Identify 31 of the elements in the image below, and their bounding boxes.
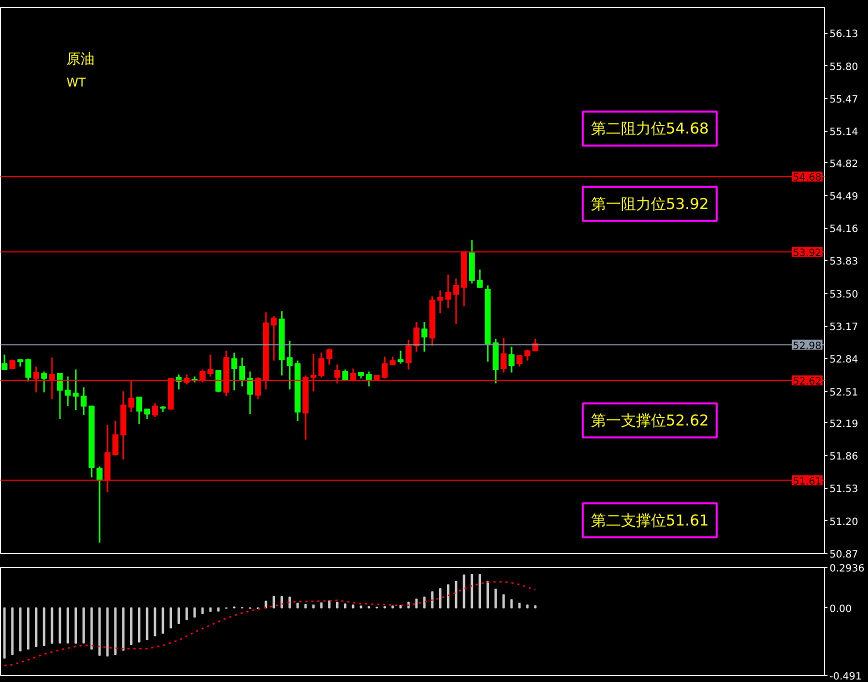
y-tick-label: 53.50	[830, 289, 858, 300]
y-tick-label: 54.16	[830, 224, 858, 236]
y-tick-label: 52.51	[830, 387, 858, 398]
y-tick-label: 55.14	[830, 127, 858, 138]
y-tick-label: 52.19	[830, 418, 858, 430]
ref-line-label: 54.68	[792, 172, 822, 184]
y-tick-label: 0.2936	[830, 564, 864, 574]
ref-line-label: 53.92	[792, 248, 822, 259]
ref-line-label: 51.61	[792, 476, 822, 488]
annotation: 第二阻力位54.68	[590, 120, 709, 138]
y-tick-label: 51.53	[830, 484, 858, 496]
y-tick-label: 51.86	[830, 452, 858, 463]
y-tick-label: 50.87	[830, 550, 858, 560]
y-tick-label: 54.82	[830, 158, 858, 170]
y-tick-label: 53.83	[830, 256, 858, 268]
ref-line-label: 52.62	[792, 376, 822, 388]
y-tick-label: 55.47	[830, 94, 858, 106]
ref-line-label: 52.98	[792, 340, 822, 352]
y-tick-label: 51.20	[830, 516, 858, 528]
y-tick-label: 0.00	[830, 604, 852, 615]
annotation: 第一阻力位53.92	[590, 194, 709, 213]
text: 原油	[66, 52, 94, 68]
y-tick-label: 55.80	[830, 62, 858, 73]
annotation: 第二支撑位51.61	[590, 511, 709, 530]
y-tick-label: 53.17	[830, 322, 858, 333]
y-tick-label: -0.491	[830, 672, 862, 682]
text: WT	[66, 76, 86, 90]
annotation: 第一支撑位52.62	[590, 411, 709, 430]
y-tick-label: 54.49	[830, 191, 858, 202]
y-tick-label: 56.13	[830, 29, 858, 40]
y-tick-label: 52.84	[830, 354, 858, 366]
